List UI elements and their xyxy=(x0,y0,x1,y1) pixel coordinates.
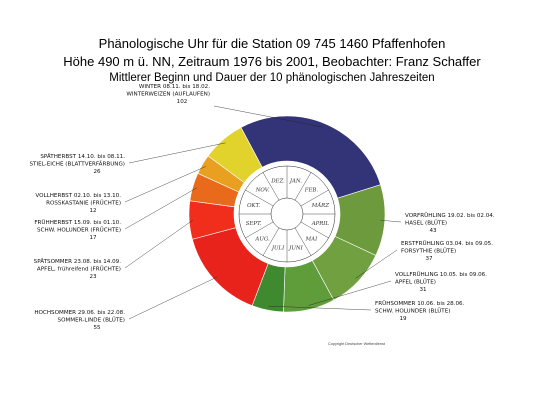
leader-line xyxy=(380,220,402,223)
month-label: JULI xyxy=(271,245,285,251)
month-label: JAN. xyxy=(289,179,302,185)
season-indicator: APFEL, frühreifend (FRÜCHTE) xyxy=(37,266,121,273)
leader-line xyxy=(355,249,398,279)
leader-line xyxy=(268,305,372,311)
season-ring xyxy=(188,115,386,313)
season-labels: WINTER 08.11. bis 18.02. WINTERWEIZEN (AU… xyxy=(30,84,495,331)
month-label: DEZ. xyxy=(270,179,285,185)
chart-title: Phänologische Uhr für die Station 09 745… xyxy=(98,36,446,51)
season-name-dates: VORFRÜHLING 19.02. bis 02.04. xyxy=(405,212,495,219)
season-indicator: SOMMER-LINDE (BLÜTE) xyxy=(58,317,125,324)
season-indicator: SCHW. HOLUNDER (FRÜCHTE) xyxy=(37,227,121,234)
season-name-dates: VOLLFRÜHLING 10.05. bis 09.06. xyxy=(395,271,487,278)
month-label: JUNI xyxy=(288,245,303,251)
leader-line xyxy=(124,219,194,269)
season-days: 43 xyxy=(429,228,437,234)
month-label: AUG. xyxy=(254,236,270,242)
month-label: OKT. xyxy=(247,203,260,209)
season-name-dates: WINTER 08.11. bis 18.02. xyxy=(139,84,210,90)
leader-line xyxy=(128,276,218,320)
label-leaders xyxy=(124,105,402,320)
season-indicator: ROSSKASTANIE (FRÜCHTE) xyxy=(46,200,121,207)
season-name-dates: HOCHSOMMER 29.06. bis 22.08. xyxy=(34,310,125,316)
season-indicator: HASEL (BLÜTE) xyxy=(405,220,447,227)
season-name-dates: SPÄTSOMMER 23.08. bis 14.09. xyxy=(34,258,122,265)
season-days: 102 xyxy=(177,99,188,105)
season-indicator: SCHW. HOLUNDER (BLÜTE) xyxy=(375,308,450,315)
leader-line xyxy=(213,105,323,128)
chart-caption: Mittlerer Beginn und Dauer der 10 phänol… xyxy=(109,72,435,84)
season-days: 26 xyxy=(93,169,101,175)
season-name-dates: SPÄTHERBST 14.10. bis 08.11. xyxy=(40,153,125,160)
season-indicator: APFEL (BLÜTE) xyxy=(395,279,436,286)
leader-line xyxy=(128,142,226,164)
season-days: 31 xyxy=(419,287,427,293)
season-days: 37 xyxy=(425,256,433,262)
leader-line xyxy=(124,187,197,230)
hub-center xyxy=(270,197,304,231)
season-days: 12 xyxy=(89,208,96,214)
season-days: 17 xyxy=(89,235,97,241)
season-days: 55 xyxy=(93,325,101,331)
month-label: MÄRZ xyxy=(311,202,329,209)
season-days: 23 xyxy=(89,274,97,280)
month-label: FEB. xyxy=(304,188,319,194)
season-indicator: FORSYTHIE (BLÜTE) xyxy=(401,248,456,255)
season-indicator: STIEL-EICHE (BLATTVERFÄRBUNG) xyxy=(30,161,126,168)
season-name-dates: FRÜHHERBST 15.09. bis 01.10. xyxy=(34,219,121,226)
chart-subtitle: Höhe 490 m ü. NN, Zeitraum 1976 bis 2001… xyxy=(63,54,481,69)
month-label: SEPT. xyxy=(246,221,262,227)
month-label: NOV. xyxy=(255,188,270,194)
season-name-dates: FRÜHSOMMER 10.06. bis 28.06. xyxy=(375,300,465,307)
copyright-note: Copyright Deutscher Wetterdienst xyxy=(328,342,385,346)
leader-line xyxy=(308,280,392,306)
season-days: 19 xyxy=(399,316,407,322)
month-label: APRIL xyxy=(311,221,330,227)
month-label: MAI xyxy=(305,236,318,242)
season-name-dates: ERSTFRÜHLING 03.04. bis 09.05. xyxy=(401,240,493,247)
season-name-dates: VOLLHERBST 02.10. bis 13.10. xyxy=(35,193,121,199)
season-indicator: WINTERWEIZEN (AUFLAUFEN) xyxy=(126,92,210,98)
leader-line xyxy=(124,166,207,203)
